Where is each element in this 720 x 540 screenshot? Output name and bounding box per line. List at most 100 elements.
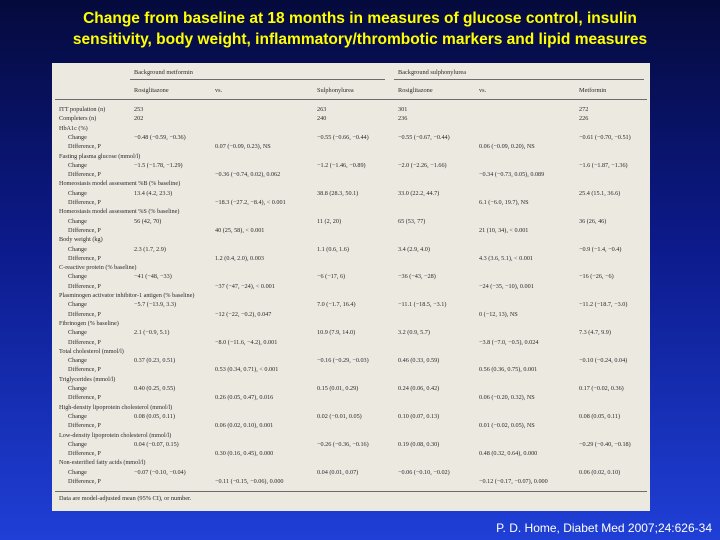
table-cell: 0.30 (0.16, 0.45), 0.000	[215, 450, 274, 458]
table-cell: 2.1 (−0.9, 5.1)	[134, 329, 170, 337]
table-cell: 7.3 (4.7, 9.9)	[579, 329, 611, 337]
table-row: Homeostasis model assessment %B (% basel…	[52, 179, 650, 189]
row-label: Non-esterified fatty acids (mmol/l)	[59, 459, 146, 467]
table-cell: −0.55 (−0.66, −0.44)	[317, 133, 369, 141]
table-row: Change 2.1 (−0.9, 5.1) 10.9 (7.9, 14.0) 3.2…	[52, 328, 650, 338]
row-label: High-density lipoprotein cholesterol (mm…	[59, 403, 173, 411]
table-row: ITT population (n) 253 263 301 272	[52, 105, 650, 115]
table-cell: −1.5 (−1.78, −1.29)	[134, 161, 183, 169]
table-cell: 0.06 (−0.20, 0.32), NS	[479, 394, 535, 402]
table-cell: 0.40 (0.25, 0.55)	[134, 385, 176, 392]
table-cell: 13.4 (4.2, 23.3)	[134, 189, 173, 197]
table-row: Difference, P 40 (25, 58), < 0.001 21 (10,…	[52, 226, 650, 236]
group-rule-metformin	[130, 79, 385, 80]
table-cell: 0.53 (0.34, 0.71), < 0.001	[215, 366, 279, 374]
table-cell: 36 (26, 46)	[579, 217, 607, 225]
row-label: Change	[68, 440, 87, 448]
table-cell: 7.0 (−1.7, 16.4)	[317, 301, 356, 309]
table-cell: 0.10 (0.07, 0.13)	[398, 412, 440, 420]
table-cell: −0.61 (−0.70, −0.51)	[579, 133, 631, 141]
row-label: Homeostasis model assessment %B (% basel…	[59, 180, 181, 188]
table-row: Change −0.07 (−0.10, −0.04) 0.04 (0.01, 0.…	[52, 468, 650, 478]
table-cell: −2.0 (−2.26, −1.66)	[398, 161, 447, 169]
table-row: Change 0.08 (0.05, 0.11) 0.02 (−0.01, 0.05…	[52, 412, 650, 422]
table-cell: −12 (−22, −0.2), 0.047	[215, 310, 272, 318]
slide-title-line-1: Change from baseline at 18 months in mea…	[83, 10, 637, 27]
table-cell: 1.2 (0.4, 2.0), 0.003	[215, 254, 264, 262]
table-row: Homeostasis model assessment %S (% basel…	[52, 207, 650, 217]
row-label: Body weight (kg)	[59, 236, 103, 244]
row-label: Total cholesterol (mmol/l)	[59, 347, 124, 355]
table-cell: −0.07 (−0.10, −0.04)	[134, 468, 186, 476]
table-cell: 272	[579, 106, 589, 113]
table-row: HbA1c (%)	[52, 124, 650, 134]
group-header-metformin: Background metformin	[134, 69, 193, 76]
slide-title: Change from baseline at 18 months in mea…	[0, 8, 720, 50]
table-cell: 4.3 (3.6, 5.1), < 0.001	[479, 254, 534, 262]
table-row: Change 13.4 (4.2, 23.3) 38.8 (28.3, 50.1) 3…	[52, 189, 650, 199]
table-row: Change −0.48 (−0.59, −0.36) −0.55 (−0.66, …	[52, 133, 650, 143]
table-cell: −16 (−26, −6)	[579, 273, 614, 281]
table-cell: −0.29 (−0.40, −0.18)	[579, 440, 631, 448]
table-cell: 6.1 (−6.0, 19.7), NS	[479, 199, 529, 206]
table-cell: −11.2 (−18.7, −3.0)	[579, 301, 628, 309]
table-cell: −24 (−35, −10), 0.001	[479, 282, 534, 290]
table-cell: 56 (42, 70)	[134, 217, 162, 225]
slide-title-line-2: sensitivity, body weight, inflammatory/t…	[72, 31, 648, 48]
table-cell: 0.08 (0.05, 0.11)	[134, 412, 176, 420]
table-cell: −1.6 (−1.87, −1.36)	[579, 161, 628, 169]
table-cell: 38.8 (28.3, 50.1)	[317, 189, 359, 197]
table-cell: 0.17 (−0.02, 0.36)	[579, 385, 624, 392]
col-header-vs-2: vs.	[479, 87, 487, 94]
table-row: Plasminogen activator inhibitor-1 antige…	[52, 291, 650, 301]
table-cell: −0.10 (−0.24, 0.04)	[579, 357, 628, 365]
table-row: Difference, P −37 (−47, −24), < 0.001 −24 …	[52, 282, 650, 292]
table-row: Change 56 (42, 70) 11 (2, 20) 65 (53, 77) 36…	[52, 217, 650, 227]
table-cell: −37 (−47, −24), < 0.001	[215, 282, 275, 290]
table-row: Difference, P 0.26 (0.05, 0.47), 0.016 0.0…	[52, 393, 650, 403]
table-cell: 240	[317, 115, 327, 123]
table-row: Difference, P −12 (−22, −0.2), 0.047 0 (−1…	[52, 310, 650, 320]
row-label: Plasminogen activator inhibitor-1 antige…	[59, 292, 195, 299]
row-label: Change	[68, 273, 87, 281]
table-row: Change −1.5 (−1.78, −1.29) −1.2 (−1.46, −0…	[52, 161, 650, 171]
table-cell: 3.2 (0.9, 5.7)	[398, 329, 430, 337]
table-cell: 0.06 (0.02, 0.10), 0.001	[215, 422, 274, 430]
table-row: Difference, P −18.3 (−27.2, −8.4), < 0.00…	[52, 198, 650, 208]
row-label: Difference, P	[68, 254, 101, 262]
table-cell: 1.1 (0.6, 1.6)	[317, 245, 349, 253]
table-cell: 0.02 (−0.01, 0.05)	[317, 412, 362, 420]
table-row: Fasting plasma glucose (mmol/l)	[52, 152, 650, 162]
table-footnote: Data are model-adjusted mean (95% CI), o…	[59, 495, 192, 502]
table-cell: 0.48 (0.32, 0.64), 0.000	[479, 450, 538, 458]
row-label: C-reactive protein (% baseline)	[59, 264, 137, 272]
table-cell: 0.56 (0.36, 0.75), 0.001	[479, 366, 538, 374]
table-row: Difference, P −0.11 (−0.15, −0.06), 0.000…	[52, 477, 650, 487]
row-label: Change	[68, 385, 87, 392]
table-cell: −0.26 (−0.36, −0.16)	[317, 440, 369, 448]
row-label: Change	[68, 468, 87, 476]
table-cell: −0.12 (−0.17, −0.07), 0.000	[479, 478, 548, 485]
table-cell: −0.48 (−0.59, −0.36)	[134, 133, 186, 141]
col-header-rosiglitazone-2: Rosiglitazone	[398, 87, 433, 94]
row-label: Completers (n)	[59, 115, 97, 123]
table-cell: 263	[317, 106, 327, 113]
row-label: Fasting plasma glucose (mmol/l)	[59, 152, 141, 160]
table-cell: −0.06 (−0.10, −0.02)	[398, 468, 450, 476]
row-label: Difference, P	[68, 171, 101, 179]
table-cell: 0.04 (−0.07, 0.15)	[134, 440, 179, 448]
table-cell: 11 (2, 20)	[317, 217, 342, 225]
row-label: ITT population (n)	[59, 106, 106, 113]
table-cell: −0.16 (−0.29, −0.03)	[317, 357, 369, 365]
table-cell: −18.3 (−27.2, −8.4), < 0.001	[215, 199, 286, 206]
table-row: Difference, P −8.0 (−11.6, −4.2), 0.001 −3…	[52, 338, 650, 348]
group-header-sulphonylurea: Background sulphonylurea	[398, 69, 467, 76]
table-cell: −0.9 (−1.4, −0.4)	[579, 245, 622, 253]
table-cell: 0.06 (0.02, 0.10)	[579, 468, 621, 476]
table-cell: 301	[398, 106, 408, 113]
row-label: Difference, P	[68, 478, 101, 485]
row-label: Difference, P	[68, 422, 101, 430]
row-label: Low-density lipoprotein cholesterol (mmo…	[59, 431, 172, 439]
header-rule	[55, 99, 647, 100]
table-cell: 0.26 (0.05, 0.47), 0.016	[215, 394, 274, 402]
